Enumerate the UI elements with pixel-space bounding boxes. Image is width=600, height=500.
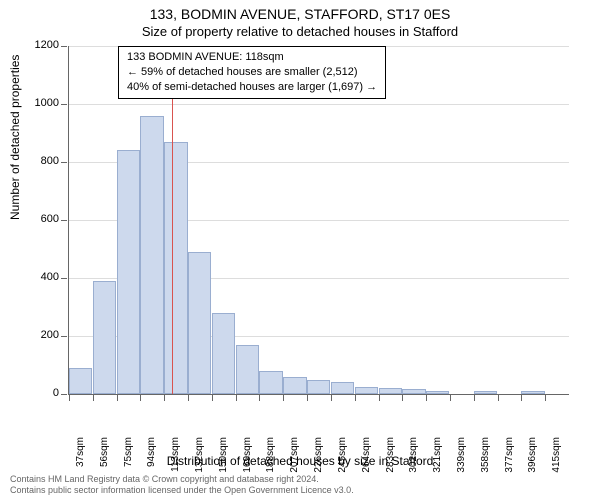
histogram-bar: [283, 377, 306, 394]
histogram-bar: [259, 371, 282, 394]
chart-container: 133, BODMIN AVENUE, STAFFORD, ST17 0ES S…: [0, 0, 600, 500]
y-tick-label: 800: [25, 155, 59, 167]
x-tick: [140, 395, 141, 401]
histogram-bar: [307, 380, 330, 395]
x-tick: [212, 395, 213, 401]
y-tick: [61, 278, 67, 279]
histogram-bar: [236, 345, 259, 394]
histogram-bar: [426, 391, 449, 394]
histogram-bar: [402, 389, 425, 394]
info-line-3: 40% of semi-detached houses are larger (…: [127, 80, 377, 95]
histogram-bar: [140, 116, 163, 394]
x-tick: [545, 395, 546, 401]
grid-line: [69, 104, 569, 105]
x-tick: [188, 395, 189, 401]
credit-line-2: Contains public sector information licen…: [10, 485, 354, 496]
credit-line-1: Contains HM Land Registry data © Crown c…: [10, 474, 354, 485]
y-tick-label: 0: [25, 387, 59, 399]
y-axis-title: Number of detached properties: [8, 55, 22, 220]
x-tick: [450, 395, 451, 401]
credits: Contains HM Land Registry data © Crown c…: [10, 474, 354, 497]
x-tick: [402, 395, 403, 401]
y-tick-label: 1200: [25, 39, 59, 51]
y-tick: [61, 162, 67, 163]
histogram-bar: [379, 388, 402, 394]
y-tick: [61, 46, 67, 47]
y-tick: [61, 336, 67, 337]
histogram-bar: [521, 391, 544, 394]
x-tick: [283, 395, 284, 401]
x-axis-title: Distribution of detached houses by size …: [0, 454, 600, 468]
chart-title-line1: 133, BODMIN AVENUE, STAFFORD, ST17 0ES: [0, 6, 600, 22]
x-tick: [331, 395, 332, 401]
x-tick: [498, 395, 499, 401]
histogram-bar: [212, 313, 235, 394]
histogram-bar: [93, 281, 116, 394]
info-box: 133 BODMIN AVENUE: 118sqm ← 59% of detac…: [118, 46, 386, 99]
x-tick: [69, 395, 70, 401]
x-tick: [117, 395, 118, 401]
histogram-bar: [331, 382, 354, 394]
y-tick-label: 400: [25, 271, 59, 283]
histogram-bar: [164, 142, 187, 394]
histogram-bar: [188, 252, 211, 394]
histogram-bar: [117, 150, 140, 394]
x-tick: [259, 395, 260, 401]
x-tick: [521, 395, 522, 401]
x-tick: [164, 395, 165, 401]
histogram-bar: [355, 387, 378, 394]
y-tick-label: 600: [25, 213, 59, 225]
y-tick: [61, 220, 67, 221]
y-tick-label: 200: [25, 329, 59, 341]
x-tick: [426, 395, 427, 401]
y-tick: [61, 104, 67, 105]
x-tick: [236, 395, 237, 401]
histogram-bar: [69, 368, 92, 394]
y-tick: [61, 394, 67, 395]
x-tick: [474, 395, 475, 401]
info-line-1: 133 BODMIN AVENUE: 118sqm: [127, 50, 377, 65]
x-tick: [93, 395, 94, 401]
x-tick: [355, 395, 356, 401]
x-tick: [379, 395, 380, 401]
y-tick-label: 1000: [25, 97, 59, 109]
x-tick: [307, 395, 308, 401]
info-line-2: ← 59% of detached houses are smaller (2,…: [127, 65, 377, 80]
histogram-bar: [474, 391, 497, 394]
chart-title-line2: Size of property relative to detached ho…: [0, 24, 600, 39]
